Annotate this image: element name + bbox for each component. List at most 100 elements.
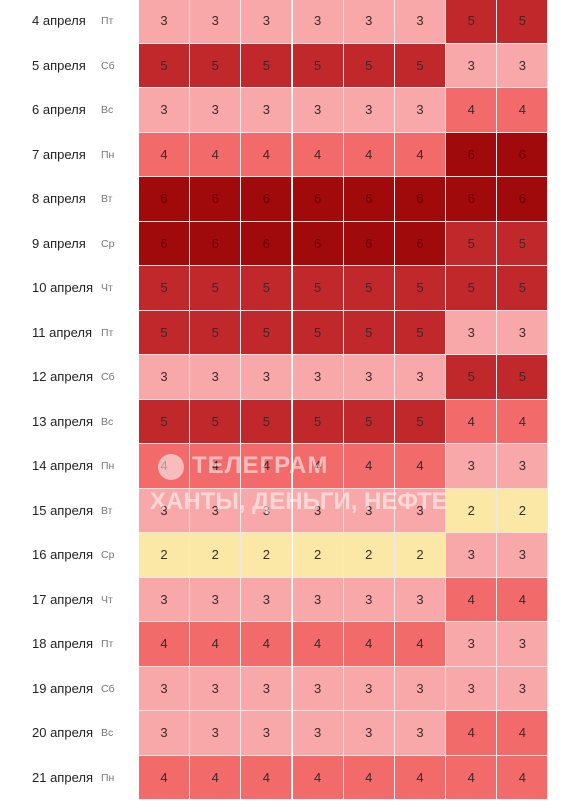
level-cell: 3 [292, 0, 344, 44]
weekday-label: Пт [101, 15, 114, 27]
table-row: 21 апреля Пн 4 4 4 4 4 4 4 4 [0, 755, 582, 800]
level-cell: 3 [292, 711, 344, 756]
level-cell: 3 [241, 666, 293, 711]
level-cell: 6 [292, 221, 344, 266]
level-cell: 3 [497, 533, 549, 578]
table-row: 16 апреля Ср 2 2 2 2 2 2 3 3 [0, 533, 582, 578]
level-cell: 3 [343, 577, 395, 622]
level-cell: 5 [395, 43, 446, 88]
weekday-label: Вс [101, 727, 114, 739]
table-row: 14 апреля Пн 4 4 4 4 4 4 3 3 [0, 444, 582, 489]
level-cell: 5 [190, 399, 242, 444]
level-cell: 5 [446, 266, 498, 311]
level-cell: 3 [446, 622, 498, 667]
level-cell: 5 [190, 266, 242, 311]
table-row: 13 апреля Вс 5 5 5 5 5 5 4 4 [0, 399, 582, 444]
level-cell: 3 [190, 711, 242, 756]
level-cell: 6 [190, 221, 242, 266]
level-cell: 4 [343, 132, 395, 177]
level-cell: 6 [241, 177, 293, 222]
level-cell: 4 [241, 444, 293, 489]
level-cell: 3 [395, 355, 446, 400]
level-cell: 5 [139, 310, 190, 355]
table-row: 17 апреля Чт 3 3 3 3 3 3 4 4 [0, 577, 582, 622]
date-label: 20 апреля [32, 725, 93, 740]
level-cell: 2 [292, 533, 344, 578]
table-row: 7 апреля Пн 4 4 4 4 4 4 6 6 [0, 132, 582, 177]
date-label: 8 апреля [32, 191, 86, 206]
level-cell: 3 [190, 0, 242, 44]
level-cell: 3 [139, 577, 190, 622]
level-cell: 4 [446, 711, 498, 756]
level-cell: 4 [446, 88, 498, 133]
level-cell: 3 [446, 533, 498, 578]
table-row: 12 апреля Сб 3 3 3 3 3 3 5 5 [0, 355, 582, 400]
date-label: 18 апреля [32, 636, 93, 651]
level-cell: 2 [343, 533, 395, 578]
level-cell: 3 [395, 711, 446, 756]
date-label: 21 апреля [32, 769, 93, 785]
level-cell: 3 [241, 355, 293, 400]
level-cell: 5 [343, 43, 395, 88]
level-cell: 5 [395, 310, 446, 355]
table-row: 18 апреля Пт 4 4 4 4 4 4 3 3 [0, 622, 582, 667]
date-label: 9 апреля [32, 235, 86, 251]
date-label: 7 апреля [32, 146, 86, 162]
level-cell: 2 [139, 533, 190, 578]
level-cell: 4 [139, 132, 190, 177]
level-cell: 3 [241, 0, 293, 44]
level-cell: 3 [241, 488, 293, 533]
level-cell: 4 [395, 444, 446, 489]
weekday-label: Пт [101, 638, 114, 650]
level-cell: 3 [241, 577, 293, 622]
level-cell: 3 [190, 666, 242, 711]
level-cell: 6 [343, 177, 395, 222]
table-row: 19 апреля Сб 3 3 3 3 3 3 3 3 [0, 666, 582, 711]
table-row: 5 апреля Сб 5 5 5 5 5 5 3 3 [0, 43, 582, 88]
level-cell: 3 [497, 43, 549, 88]
level-cell: 3 [190, 488, 242, 533]
level-cell: 4 [446, 577, 498, 622]
level-cell: 4 [395, 755, 446, 800]
level-cell: 5 [292, 399, 344, 444]
date-label: 19 апреля [32, 680, 93, 696]
level-cell: 5 [497, 266, 549, 311]
level-cell: 6 [497, 132, 549, 177]
level-cell: 5 [395, 399, 446, 444]
level-cell: 4 [343, 444, 395, 489]
weekday-label: Сб [101, 59, 115, 72]
weekday-label: Пт [101, 326, 114, 339]
date-label: 4 апреля [32, 13, 86, 28]
level-cell: 4 [497, 755, 549, 800]
level-cell: 3 [446, 444, 498, 489]
level-cell: 3 [446, 43, 498, 88]
weekday-label: Сб [101, 371, 115, 383]
weekday-label: Чт [101, 593, 113, 606]
level-cell: 5 [241, 43, 293, 88]
level-cell: 3 [343, 0, 395, 44]
level-cell: 3 [190, 355, 242, 400]
level-cell: 4 [292, 132, 344, 177]
level-cell: 3 [139, 355, 190, 400]
level-cell: 2 [395, 533, 446, 578]
weekday-label: Вс [101, 104, 114, 116]
level-cell: 4 [292, 622, 344, 667]
weekday-label: Ср [101, 549, 115, 561]
level-cell: 5 [497, 0, 549, 44]
level-cell: 5 [139, 266, 190, 311]
level-cell: 3 [446, 310, 498, 355]
level-cell: 6 [343, 221, 395, 266]
date-label: 12 апреля [32, 369, 93, 384]
level-cell: 4 [497, 577, 549, 622]
level-cell: 3 [343, 666, 395, 711]
level-cell: 4 [446, 755, 498, 800]
weekday-label: Ср [101, 237, 115, 250]
level-cell: 3 [497, 444, 549, 489]
level-cell: 3 [241, 711, 293, 756]
level-cell: 4 [139, 444, 190, 489]
level-cell: 3 [139, 0, 190, 44]
level-cell: 4 [139, 622, 190, 667]
weekday-label: Вт [101, 504, 113, 517]
level-cell: 3 [395, 488, 446, 533]
weekday-label: Вс [101, 415, 114, 428]
